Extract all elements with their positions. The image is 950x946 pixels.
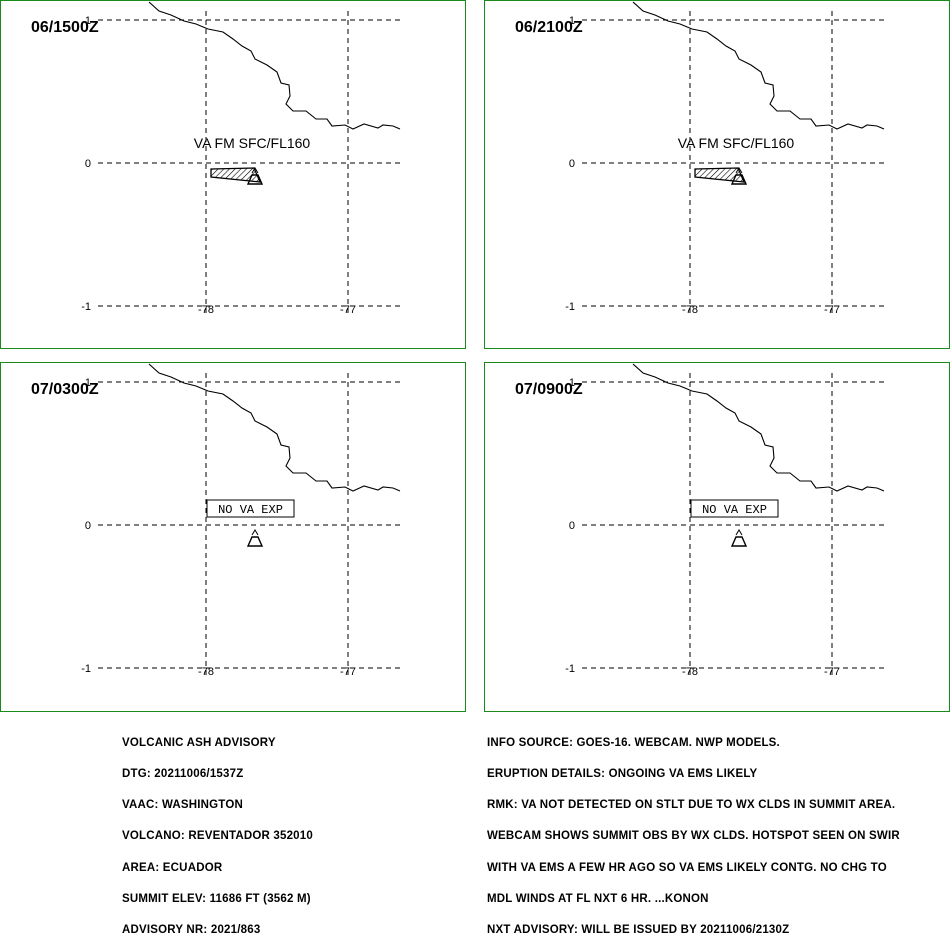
coastline <box>632 363 885 492</box>
volcano-icon <box>246 529 264 547</box>
forecast-panel-0709: 1 0 -1 -78 -77 NO VA EXP 07/0900Z <box>484 362 950 712</box>
longitude-label: -77 <box>340 666 356 678</box>
svg-text:NO VA EXP: NO VA EXP <box>218 503 283 517</box>
latitude-label: 1 <box>569 15 575 27</box>
advisory-line: ADVISORY NR: 2021/863 <box>122 924 261 937</box>
ash-level-label: VA FM SFC/FL160 <box>194 135 311 151</box>
volcano-icon <box>730 529 748 547</box>
longitude-label: -78 <box>682 304 698 316</box>
coastline <box>632 1 885 130</box>
map-canvas: 1 0 -1 -78 -77 NO VA EXP <box>565 363 885 678</box>
longitude-label: -77 <box>340 304 356 316</box>
advisory-line: VAAC: WASHINGTON <box>122 799 243 812</box>
remarks-line: INFO SOURCE: GOES-16. WEBCAM. NWP MODELS… <box>487 736 780 749</box>
ash-level-label: VA FM SFC/FL160 <box>678 135 795 151</box>
advisory-line: AREA: ECUADOR <box>122 861 223 874</box>
no-ash-label: NO VA EXP <box>690 499 779 518</box>
ash-cloud-area <box>694 167 746 183</box>
longitude-label: -78 <box>198 666 214 678</box>
svg-text:NO VA EXP: NO VA EXP <box>702 503 767 517</box>
valid-time-label: 06/1500Z <box>31 19 99 36</box>
map-canvas: 1 0 -1 -78 -77 VA FM SFC/FL160 <box>81 1 401 316</box>
latitude-label: 1 <box>569 377 575 389</box>
latitude-label: -1 <box>81 301 91 313</box>
longitude-label: -78 <box>682 666 698 678</box>
longitude-label: -78 <box>198 304 214 316</box>
advisory-line: VOLCANO: REVENTADOR 352010 <box>122 830 313 843</box>
map-canvas: 1 0 -1 -78 -77 NO VA EXP <box>81 363 401 678</box>
no-ash-label: NO VA EXP <box>206 499 295 518</box>
remarks-line: NXT ADVISORY: WILL BE ISSUED BY 20211006… <box>487 924 790 937</box>
ash-cloud-area <box>210 167 262 183</box>
latitude-label: 0 <box>569 520 575 532</box>
remarks-line: WEBCAM SHOWS SUMMIT OBS BY WX CLDS. HOTS… <box>487 830 900 843</box>
remarks-line: RMK: VA NOT DETECTED ON STLT DUE TO WX C… <box>487 799 896 812</box>
longitude-label: -77 <box>824 666 840 678</box>
latitude-label: -1 <box>81 663 91 675</box>
forecast-panel-0703: 1 0 -1 -78 -77 NO VA EXP 07/0300Z <box>0 362 466 712</box>
remarks-line: MDL WINDS AT FL NXT 6 HR. ...KONON <box>487 892 709 905</box>
latitude-label: -1 <box>565 663 575 675</box>
longitude-label: -77 <box>824 304 840 316</box>
advisory-remarks-block: INFO SOURCE: GOES-16. WEBCAM. NWP MODELS… <box>487 717 900 946</box>
valid-time-label: 07/0900Z <box>515 381 583 398</box>
latitude-label: 1 <box>85 15 91 27</box>
forecast-panel-0615: 1 0 -1 -78 -77 VA FM SFC/FL160 06/1500Z <box>0 0 466 349</box>
remarks-line: ERUPTION DETAILS: ONGOING VA EMS LIKELY <box>487 768 758 781</box>
advisory-line: SUMMIT ELEV: 11686 FT (3562 M) <box>122 892 311 905</box>
latitude-label: 0 <box>85 520 91 532</box>
advisory-header-block: VOLCANIC ASH ADVISORY DTG: 20211006/1537… <box>122 717 313 946</box>
latitude-label: 0 <box>569 158 575 170</box>
forecast-panel-0621: 1 0 -1 -78 -77 VA FM SFC/FL160 06/2100Z <box>484 0 950 349</box>
latitude-label: 1 <box>85 377 91 389</box>
advisory-line: VOLCANIC ASH ADVISORY <box>122 736 276 749</box>
latitude-label: 0 <box>85 158 91 170</box>
advisory-line: DTG: 20211006/1537Z <box>122 768 244 781</box>
coastline <box>148 363 401 492</box>
latitude-label: -1 <box>565 301 575 313</box>
valid-time-label: 06/2100Z <box>515 19 583 36</box>
map-canvas: 1 0 -1 -78 -77 VA FM SFC/FL160 <box>565 1 885 316</box>
coastline <box>148 1 401 130</box>
valid-time-label: 07/0300Z <box>31 381 99 398</box>
remarks-line: WITH VA EMS A FEW HR AGO SO VA EMS LIKEL… <box>487 861 887 874</box>
